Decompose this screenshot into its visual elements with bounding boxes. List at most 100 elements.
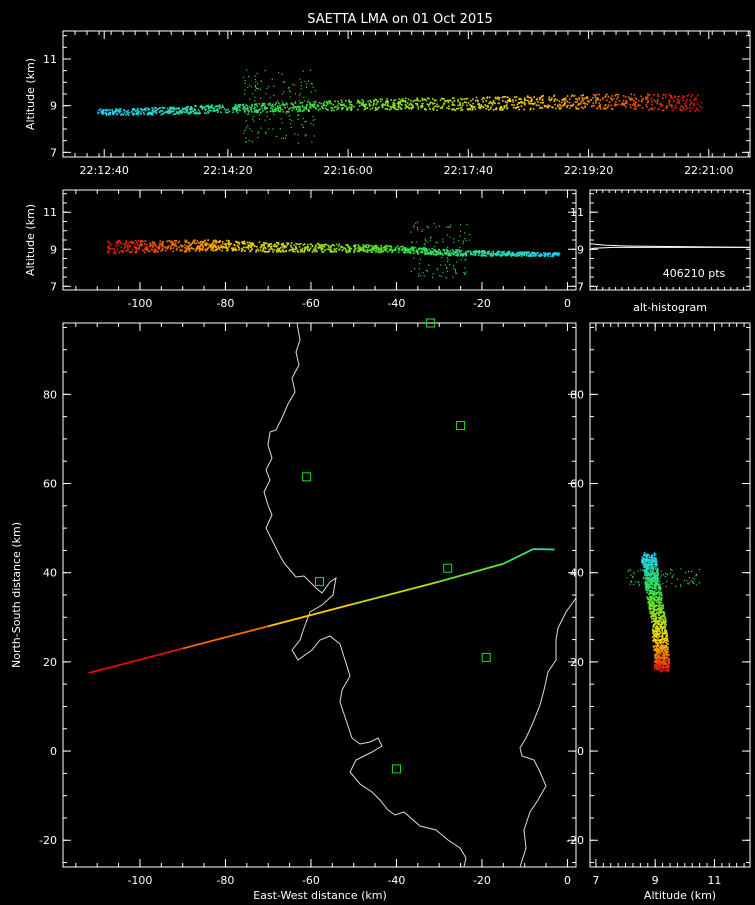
p2-point [135,250,138,253]
p1-point [298,105,300,108]
p1-point [387,105,389,107]
p5-point [654,618,656,620]
p1-scatter-point [284,137,287,139]
p1-point [607,95,610,98]
p1-x-tick-label: 22:12:40 [80,164,129,177]
p5-point [656,568,658,570]
p1-point [232,109,234,111]
p5-point [653,633,656,636]
p5-point [653,606,656,609]
p5-point [645,570,648,572]
p2-point [272,251,274,253]
p1-point [210,105,212,107]
p2-point [160,244,163,246]
p2-point [373,247,376,250]
p1-point [142,108,144,111]
p1-point [668,93,670,96]
p2-point [117,240,120,242]
p1-point [535,99,538,101]
p1-scatter-point [279,128,281,130]
p1-point [113,113,115,115]
p2-point [154,248,156,251]
p2-point [282,250,285,252]
p2-scatter-point [418,268,420,270]
p2-point [512,251,514,254]
p5-point [655,620,658,622]
p5-point [660,632,662,634]
p1-point [420,105,422,107]
p2-point [421,250,423,253]
p5-point [654,666,656,669]
p5-point [659,667,661,670]
p2-scatter-point [456,261,458,263]
p1-point [323,101,326,103]
p1-point [492,100,495,102]
p1-point [332,107,334,109]
p1-point [553,95,555,98]
p2-point [380,245,382,247]
p2-point [354,245,357,248]
p1-point [359,101,361,103]
p5-point [656,639,659,642]
p1-point [182,110,184,113]
p5-point [643,554,645,556]
p2-scatter-point [447,259,449,261]
p2-point [384,246,387,249]
p2-point [491,254,494,257]
p1-point [511,104,513,106]
p2-point [463,252,465,255]
p5-scatter-point [671,576,673,579]
p2-point [539,252,542,255]
p1-scatter-point [305,134,307,136]
p2-point [110,248,112,250]
p5-point [641,560,643,562]
p1-point [538,97,541,99]
p2-point [184,247,187,249]
p1-point [482,105,484,108]
p1-point [641,98,643,101]
p2-point [159,240,162,242]
p1-point [443,97,445,100]
p2-point [290,248,293,251]
p5-scatter-point [689,582,691,584]
p1-point [647,99,649,102]
p2-point [235,240,237,243]
p5-scatter-point [687,570,690,573]
p2-point [118,251,121,254]
p2-point [159,242,161,244]
p2-point [383,246,386,248]
p1-scatter-point [281,109,284,111]
p2-point [349,250,351,253]
p5-point [663,647,666,650]
p1-point [692,102,695,105]
p5-point [654,635,657,638]
p1-point [197,109,200,111]
p1-point [371,107,374,109]
p1-scatter-point [293,84,296,86]
p2-point [316,250,318,252]
p2-point [131,240,133,243]
p2-scatter-point [424,254,426,256]
p5-point [658,586,661,588]
p2-point [133,245,136,248]
p1-scatter-point [314,90,317,92]
p1-point [120,113,123,115]
p1-point [144,109,147,112]
p2-point [220,244,222,247]
p1-point [235,107,238,109]
p1-scatter-point [250,86,253,88]
p1-point [113,111,115,114]
p1-point [168,110,171,112]
p1-scatter-point [275,135,278,138]
p2-scatter-point [415,247,417,249]
p1-point [662,109,664,112]
p5-point [652,615,654,618]
p2-scatter-point [440,275,442,277]
p1-point [659,105,662,108]
p2-point [262,247,265,249]
p5-point [661,667,663,669]
p2-point [481,250,484,252]
p1-point [629,106,632,109]
p2-scatter-point [442,240,444,243]
p2-point [197,245,200,247]
